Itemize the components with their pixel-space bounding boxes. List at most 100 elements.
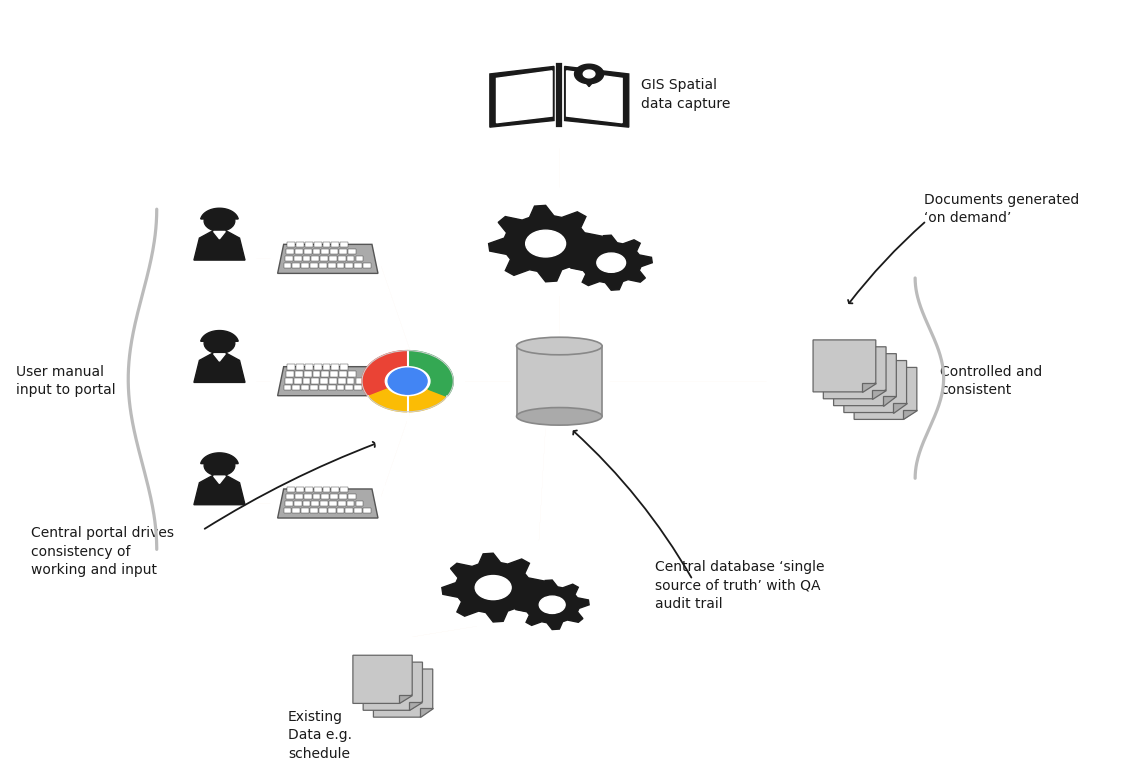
Circle shape (597, 253, 626, 272)
Polygon shape (583, 70, 595, 78)
Bar (319, 263, 327, 268)
Text: GIS Spatial
data capture: GIS Spatial data capture (642, 78, 731, 111)
Polygon shape (408, 351, 454, 397)
Text: Controlled and
consistent: Controlled and consistent (940, 365, 1043, 397)
Polygon shape (813, 340, 876, 392)
Bar (301, 508, 309, 513)
Bar (347, 256, 354, 262)
Bar (301, 385, 309, 390)
Polygon shape (277, 366, 378, 396)
Bar (363, 263, 371, 268)
Polygon shape (374, 669, 433, 717)
Bar (312, 256, 320, 262)
Bar (313, 494, 321, 499)
Text: User manual
input to portal: User manual input to portal (16, 365, 116, 397)
Bar (331, 365, 339, 369)
Polygon shape (442, 553, 544, 622)
Polygon shape (213, 354, 226, 361)
Bar (330, 249, 338, 255)
Bar (292, 385, 300, 390)
Bar (311, 263, 317, 268)
Bar (354, 385, 362, 390)
Bar (329, 378, 337, 383)
Bar (321, 249, 329, 255)
Bar (321, 371, 329, 376)
Bar (338, 256, 346, 262)
Bar (288, 242, 295, 248)
Polygon shape (566, 71, 622, 123)
Polygon shape (213, 476, 226, 483)
Ellipse shape (517, 338, 602, 355)
Text: Central database ‘single
source of truth’ with QA
audit trail: Central database ‘single source of truth… (656, 560, 825, 611)
Bar (345, 385, 353, 390)
Polygon shape (571, 235, 652, 290)
Polygon shape (277, 244, 378, 273)
Polygon shape (409, 702, 423, 710)
Bar (328, 385, 336, 390)
Polygon shape (516, 580, 589, 629)
Bar (304, 249, 312, 255)
Bar (296, 487, 304, 492)
Bar (285, 256, 292, 262)
Bar (328, 508, 336, 513)
Bar (322, 365, 330, 369)
Bar (345, 508, 353, 513)
Bar (340, 242, 348, 248)
Bar (314, 487, 322, 492)
Bar (295, 249, 303, 255)
Circle shape (476, 576, 511, 600)
Bar (320, 256, 328, 262)
Bar (355, 378, 363, 383)
Polygon shape (843, 361, 906, 413)
Bar (331, 242, 339, 248)
Polygon shape (823, 347, 886, 399)
Bar (338, 501, 346, 506)
Polygon shape (201, 453, 238, 464)
Polygon shape (496, 71, 552, 123)
Polygon shape (903, 411, 917, 419)
Ellipse shape (517, 407, 602, 425)
Text: Existing
Data e.g.
schedule: Existing Data e.g. schedule (288, 710, 352, 760)
Bar (348, 371, 355, 376)
Polygon shape (574, 64, 604, 84)
Bar (286, 249, 293, 255)
Bar (339, 371, 347, 376)
Bar (286, 371, 293, 376)
Bar (293, 378, 301, 383)
Polygon shape (882, 397, 896, 406)
Bar (296, 242, 304, 248)
Bar (313, 371, 321, 376)
Bar (305, 487, 313, 492)
Bar (331, 487, 339, 492)
FancyArrowPatch shape (539, 428, 545, 540)
Polygon shape (194, 230, 245, 260)
FancyArrowPatch shape (382, 266, 413, 357)
Bar (288, 365, 295, 369)
Text: Documents generated
‘on demand’: Documents generated ‘on demand’ (925, 193, 1080, 225)
Bar (312, 501, 320, 506)
Bar (319, 385, 327, 390)
Bar (330, 494, 338, 499)
Polygon shape (488, 206, 603, 282)
Bar (305, 365, 313, 369)
Bar (284, 263, 291, 268)
Bar (337, 508, 345, 513)
Bar (337, 263, 345, 268)
Bar (288, 487, 295, 492)
Circle shape (204, 210, 235, 231)
Bar (314, 365, 322, 369)
Bar (301, 263, 309, 268)
Circle shape (540, 596, 565, 614)
Circle shape (388, 368, 427, 394)
Polygon shape (194, 353, 245, 383)
Bar (312, 378, 320, 383)
Bar (320, 378, 328, 383)
Bar (320, 501, 328, 506)
Bar (304, 371, 312, 376)
Polygon shape (201, 208, 238, 220)
Bar (338, 378, 346, 383)
Bar (304, 494, 312, 499)
Polygon shape (277, 489, 378, 518)
Bar (311, 508, 317, 513)
Bar (322, 487, 330, 492)
